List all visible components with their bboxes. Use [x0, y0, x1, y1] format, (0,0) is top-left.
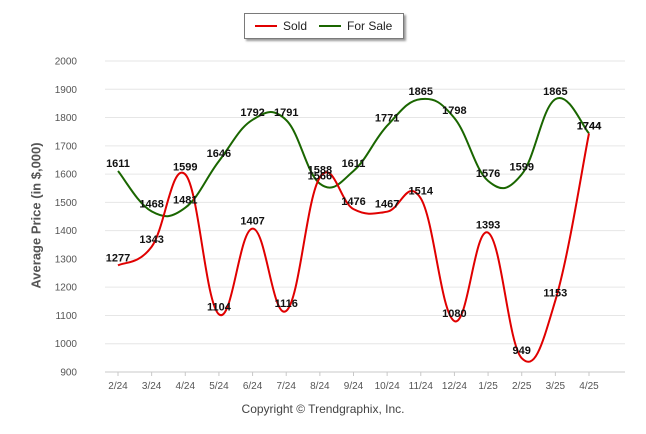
data-label-sold: 1407: [240, 216, 264, 228]
data-label-for-sale: 1792: [240, 107, 264, 119]
legend-item-sold[interactable]: Sold: [255, 18, 307, 34]
data-label-for-sale: 1468: [139, 198, 163, 210]
y-tick-label: 1900: [55, 85, 78, 96]
y-tick-label: 1000: [55, 339, 78, 350]
data-label-for-sale: 1798: [442, 105, 466, 117]
y-tick-label: 1800: [55, 113, 78, 124]
series-line-for-sale: [117, 97, 590, 218]
y-tick-label: 1300: [55, 254, 78, 265]
y-tick-label: 1500: [55, 198, 78, 209]
y-tick-label: 1400: [55, 226, 78, 237]
legend-swatch-sold: [255, 25, 277, 27]
data-label-for-sale: 1646: [207, 148, 231, 160]
data-label-sold: 1153: [543, 287, 567, 299]
data-label-for-sale: 1566: [308, 171, 332, 183]
x-tick-label: 1/25: [478, 381, 498, 392]
data-label-sold: 1104: [207, 301, 232, 313]
y-tick-label: 900: [60, 368, 77, 379]
series-line-sold: [117, 133, 590, 363]
x-tick-label: 8/24: [310, 381, 330, 392]
data-label-for-sale: 1771: [375, 113, 399, 125]
data-label-sold: 1467: [375, 199, 399, 211]
data-label-sold: 1393: [476, 220, 500, 232]
data-label-sold: 1599: [173, 161, 197, 173]
x-tick-label: 5/24: [209, 381, 229, 392]
x-tick-label: 3/25: [546, 381, 566, 392]
data-label-for-sale: 1481: [173, 195, 197, 207]
data-label-sold: 949: [513, 345, 531, 357]
x-tick-label: 10/24: [375, 381, 400, 392]
data-label-sold: 1514: [409, 185, 434, 197]
legend-item-for-sale[interactable]: For Sale: [319, 18, 392, 34]
grid-lines: [105, 60, 625, 373]
x-tick-label: 4/24: [176, 381, 196, 392]
y-axis-title: Average Price (in $,000): [28, 142, 44, 289]
legend-swatch-for-sale: [319, 25, 341, 27]
data-label-for-sale: 1791: [274, 107, 298, 119]
data-label-for-sale: 1611: [342, 158, 366, 170]
x-tick-label: 12/24: [442, 381, 467, 392]
y-tick-label: 2000: [55, 57, 78, 68]
x-axis: 2/24 3/24 4/24 5/24 6/24 7/24 8/24 9/24 10/24 11/…: [105, 371, 625, 392]
data-label-for-sale: 1599: [509, 161, 533, 173]
data-label-sold: 1277: [106, 252, 130, 264]
data-label-sold: 1116: [275, 298, 298, 310]
data-label-sold: 1588: [308, 164, 332, 176]
data-labels: 1277 1343 1599 1104 1407 1116 1588 1476 1467 1514…: [106, 86, 602, 357]
x-tick-label: 9/24: [344, 381, 364, 392]
y-tick-label: 1200: [55, 283, 78, 294]
y-tick-label: 1700: [55, 141, 78, 152]
x-tick-label: 4/25: [579, 381, 599, 392]
legend-label-sold: Sold: [283, 19, 308, 33]
legend-label-for-sale: For Sale: [347, 19, 393, 33]
data-label-sold: 1476: [341, 196, 365, 208]
x-tick-label: 6/24: [243, 381, 263, 392]
series-lines: [117, 97, 590, 363]
x-tick-label: 2/25: [512, 381, 532, 392]
data-label-for-sale: 1744: [577, 120, 602, 132]
x-tick-label: 11/24: [409, 381, 434, 392]
data-label-sold: 1744: [577, 120, 602, 132]
y-tick-label: 1600: [55, 170, 78, 181]
data-label-for-sale: 1865: [409, 86, 433, 98]
copyright-footer: Copyright © Trendgraphix, Inc.: [241, 402, 405, 416]
x-tick-label: 2/24: [108, 381, 128, 392]
data-label-sold: 1080: [442, 308, 466, 320]
data-label-for-sale: 1576: [476, 168, 500, 180]
x-tick-label: 7/24: [276, 381, 296, 392]
data-label-for-sale: 1865: [543, 86, 567, 98]
data-label-sold: 1343: [139, 234, 163, 246]
legend: Sold For Sale: [244, 13, 404, 39]
data-label-for-sale: 1611: [106, 158, 130, 170]
y-axis: 900 1000 1100 1200 1300 1400 1500 1600 1700 1800 1…: [55, 57, 78, 379]
y-tick-label: 1100: [55, 311, 77, 322]
x-tick-label: 3/24: [142, 381, 162, 392]
